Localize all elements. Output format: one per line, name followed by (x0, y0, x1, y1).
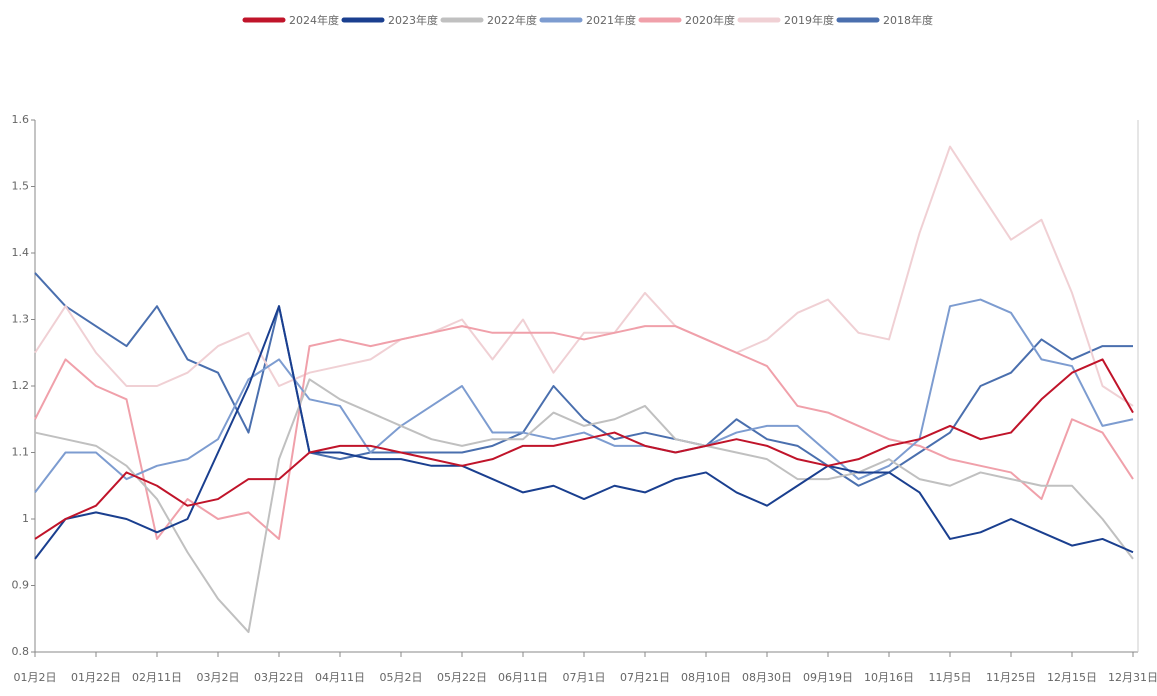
x-tick-label: 02月11日 (132, 671, 182, 684)
x-tick-label: 01月2日 (14, 671, 57, 684)
y-tick-label: 1.6 (12, 113, 30, 126)
x-tick-label: 03月2日 (197, 671, 240, 684)
legend-label: 2023年度 (388, 13, 438, 27)
y-tick-label: 0.8 (12, 645, 30, 658)
series-line (34, 325, 1134, 540)
x-tick-label: 09月19日 (803, 671, 853, 684)
x-tick-label: 06月11日 (498, 671, 548, 684)
legend-label: 2022年度 (487, 13, 537, 27)
x-tick-label: 12月31日 (1108, 671, 1157, 684)
y-tick-label: 1.2 (12, 379, 30, 392)
y-tick-label: 1.5 (12, 180, 30, 193)
legend-label: 2019年度 (784, 13, 834, 27)
series-line (34, 358, 1134, 540)
legend-label: 2024年度 (289, 13, 339, 27)
x-tick-label: 01月22日 (71, 671, 121, 684)
x-tick-label: 07月1日 (563, 671, 606, 684)
x-tick-label: 11月5日 (929, 671, 972, 684)
series-line (34, 305, 1134, 560)
legend-label: 2020年度 (685, 13, 735, 27)
x-tick-label: 10月16日 (864, 671, 914, 684)
x-tick-label: 08月10日 (681, 671, 731, 684)
x-tick-label: 03月22日 (254, 671, 304, 684)
x-tick-label: 11月25日 (986, 671, 1036, 684)
x-tick-label: 05月22日 (437, 671, 487, 684)
legend-label: 2018年度 (883, 13, 933, 27)
y-tick-label: 1.3 (12, 313, 30, 326)
y-tick-label: 0.9 (12, 579, 30, 592)
x-tick-label: 07月21日 (620, 671, 670, 684)
y-tick-label: 1 (22, 512, 29, 525)
x-tick-label: 05月2日 (380, 671, 423, 684)
legend-label: 2021年度 (586, 13, 636, 27)
y-tick-label: 1.1 (12, 446, 30, 459)
x-tick-label: 04月11日 (315, 671, 365, 684)
series-line (34, 298, 1134, 494)
series-line (34, 272, 1133, 487)
y-tick-label: 1.4 (12, 246, 30, 259)
x-tick-label: 08月30日 (742, 671, 792, 684)
series-line (34, 145, 1134, 407)
series-line (34, 378, 1134, 634)
x-tick-label: 12月15日 (1047, 671, 1097, 684)
